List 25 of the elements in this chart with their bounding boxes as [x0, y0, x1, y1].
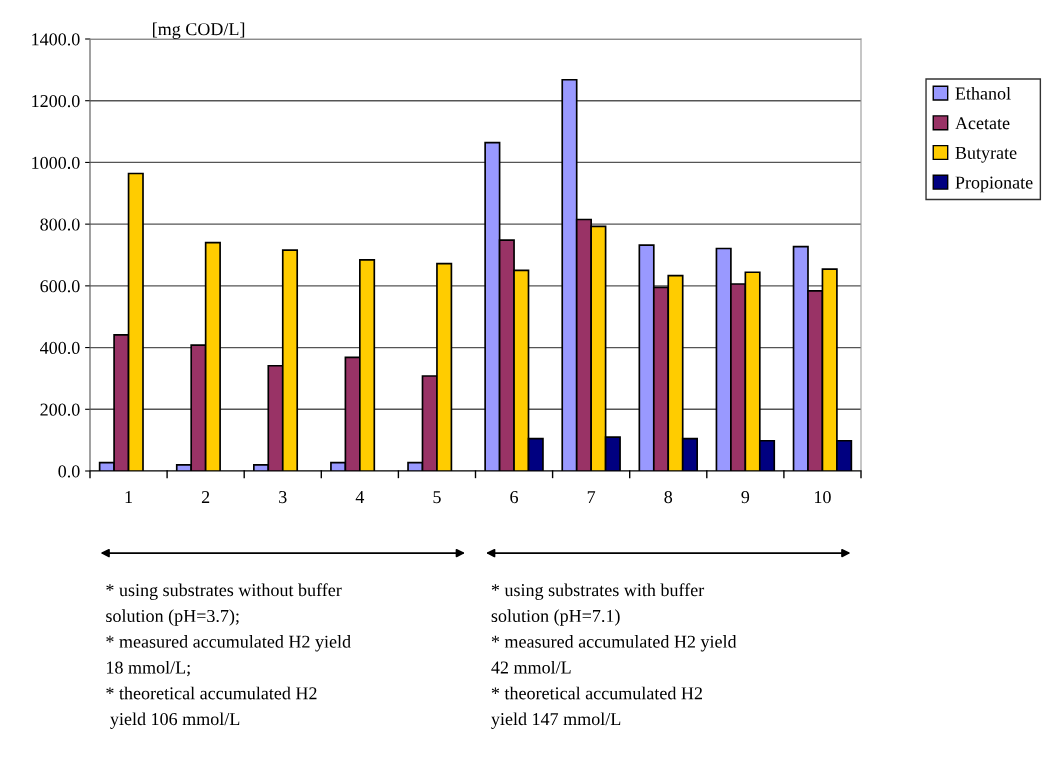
x-tick-label: 3 — [279, 491, 287, 504]
y-tick-label: 400.0 — [40, 341, 80, 355]
legend-label: Acetate — [955, 117, 1010, 130]
text: * using substrates with buffer solution (pH=7.1) * measured accumulated H2 yield 42 mmol/L * theoretical accumulated H2 yield 147 mmol/L — [491, 583, 737, 729]
y-tick-label: 1400.0 — [32, 33, 80, 46]
legend-label: Butyrate — [955, 146, 1017, 163]
legend-label: Ethanol — [955, 86, 1011, 100]
legend-label: Propionate — [955, 176, 1033, 193]
x-tick-label: 4 — [355, 491, 365, 503]
x-tick-label: 10 — [815, 490, 831, 504]
y-tick-label: 1200.0 — [32, 94, 80, 108]
y-tick-label: 800.0 — [40, 218, 80, 231]
y-tick-label: 600.0 — [40, 280, 80, 293]
x-tick-label: 2 — [201, 491, 210, 503]
x-tick-label: 6 — [510, 491, 519, 504]
x-tick-label: 8 — [664, 490, 673, 504]
y-tick-label: 1000.0 — [32, 156, 80, 169]
y-axis-title: [mg COD/L] — [153, 22, 245, 39]
x-tick-label: 5 — [433, 491, 441, 504]
x-tick-label: 9 — [741, 491, 750, 504]
text: * using substrates without buffer solution (pH=3.7); * measured accumulated H2 yield 18 mmol/L; * theoretical accumulated H2 yield 106 mmol/L — [106, 583, 351, 729]
x-tick-label: 1 — [125, 491, 132, 503]
y-tick-label: 200.0 — [40, 403, 80, 416]
x-tick-label: 7 — [587, 491, 596, 503]
y-tick-label: 0.0 — [58, 465, 80, 478]
